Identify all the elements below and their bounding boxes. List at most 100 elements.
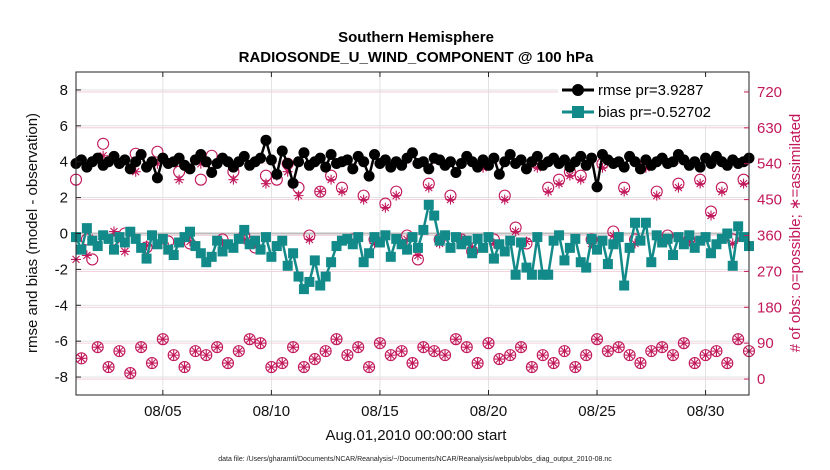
obs-possible-point (135, 341, 148, 354)
obs-possible-point (178, 361, 191, 374)
y-tick-label: -4 (55, 297, 68, 314)
legend-bias-marker (572, 106, 584, 118)
rmse-point (450, 166, 462, 178)
obs-possible-point (97, 137, 110, 150)
obs-assimilated-point (222, 358, 233, 369)
bias-point (76, 244, 87, 255)
x-tick-label: 08/10 (253, 403, 291, 420)
rmse-point (282, 158, 294, 170)
obs-assimilated-point (282, 166, 293, 177)
y-tick-label: 4 (60, 154, 68, 171)
rmse-point (119, 154, 131, 166)
rmse-point (575, 150, 587, 162)
bias-point (206, 251, 217, 262)
obs-possible-point (688, 357, 701, 370)
rmse-point (341, 154, 353, 166)
bias-point (260, 232, 271, 243)
rmse-point (504, 149, 516, 161)
obs-possible-point (211, 341, 224, 354)
obs-assimilated-point (537, 350, 548, 361)
bias-point (255, 244, 266, 255)
rmse-point (320, 161, 332, 173)
obs-possible-point (395, 345, 408, 358)
obs-assimilated-point (353, 342, 364, 353)
obs-possible-point (243, 333, 256, 346)
rmse-point (146, 156, 158, 168)
bias-point (678, 239, 689, 250)
obs-assimilated-point (429, 346, 440, 357)
bias-point (722, 228, 733, 239)
bias-point (217, 246, 228, 257)
bias-point (146, 230, 157, 241)
obs-assimilated-point (510, 226, 521, 237)
rmse-point (287, 177, 299, 189)
obs-assimilated-point (81, 250, 92, 261)
x-tick-label: 08/30 (687, 403, 725, 420)
bias-point (326, 257, 337, 268)
obs-possible-point (699, 349, 712, 362)
y-right-tick-label: 0 (757, 371, 765, 388)
rmse-point (260, 134, 272, 146)
bias-point (483, 232, 494, 243)
obs-assimilated-point (228, 174, 239, 185)
obs-possible-point (330, 333, 343, 346)
bias-point (532, 232, 543, 243)
bias-point (396, 239, 407, 250)
obs-assimilated-point (716, 186, 727, 197)
obs-assimilated-point (673, 182, 684, 193)
bias-point (521, 262, 532, 273)
obs-possible-point (677, 337, 690, 350)
bias-point (423, 199, 434, 210)
obs-assimilated-point (298, 362, 309, 373)
bias-point (309, 255, 320, 266)
bias-point (108, 244, 119, 255)
obs-assimilated-point (630, 238, 641, 249)
bias-point (353, 232, 364, 243)
obs-assimilated-point (445, 194, 456, 205)
obs-possible-point (113, 345, 126, 358)
y-tick-label: -6 (55, 333, 68, 350)
obs-assimilated-point (130, 166, 141, 177)
bias-point (136, 242, 147, 253)
obs-assimilated-point (239, 234, 250, 245)
obs-assimilated-point (385, 350, 396, 361)
legend-bias-label: bias pr=-0.52702 (598, 104, 711, 121)
bias-point (537, 269, 548, 280)
bias-point (184, 226, 195, 237)
obs-possible-point (656, 341, 669, 354)
bias-point (81, 223, 92, 234)
bias-point (738, 232, 749, 243)
obs-assimilated-point (92, 342, 103, 353)
obs-assimilated-point (554, 178, 565, 189)
bias-point (684, 230, 695, 241)
bias-point (472, 233, 483, 244)
obs-assimilated-point (184, 236, 195, 247)
bias-point (271, 241, 282, 252)
obs-assimilated-point (461, 342, 472, 353)
axis-ticks (76, 72, 749, 395)
x-tick-label: 08/05 (144, 403, 182, 420)
rmse-point (200, 156, 212, 168)
obs-assimilated-point (98, 150, 109, 161)
obs-assimilated-point (722, 358, 733, 369)
y-right-tick-label: 630 (757, 120, 782, 137)
obs-possible-point (471, 357, 484, 370)
bias-point (499, 246, 510, 257)
obs-assimilated-point (402, 234, 413, 245)
y-tick-label: 0 (60, 226, 68, 243)
obs-assimilated-point (602, 346, 613, 357)
rmse-point (265, 154, 277, 166)
obs-assimilated-point (640, 162, 651, 173)
x-tick-labels: 08/05 08/10 08/15 08/20 08/25 08/30 (144, 403, 724, 420)
bias-point (190, 241, 201, 252)
obs-assimilated-point (174, 174, 185, 185)
bias-point (700, 232, 711, 243)
bias-point (450, 232, 461, 243)
bias-point (651, 230, 662, 241)
y-right-tick-label: 270 (757, 263, 782, 280)
obs-assimilated-point (320, 346, 331, 357)
bias-point (222, 239, 233, 250)
rmse-point (347, 163, 359, 175)
bias-point (673, 232, 684, 243)
